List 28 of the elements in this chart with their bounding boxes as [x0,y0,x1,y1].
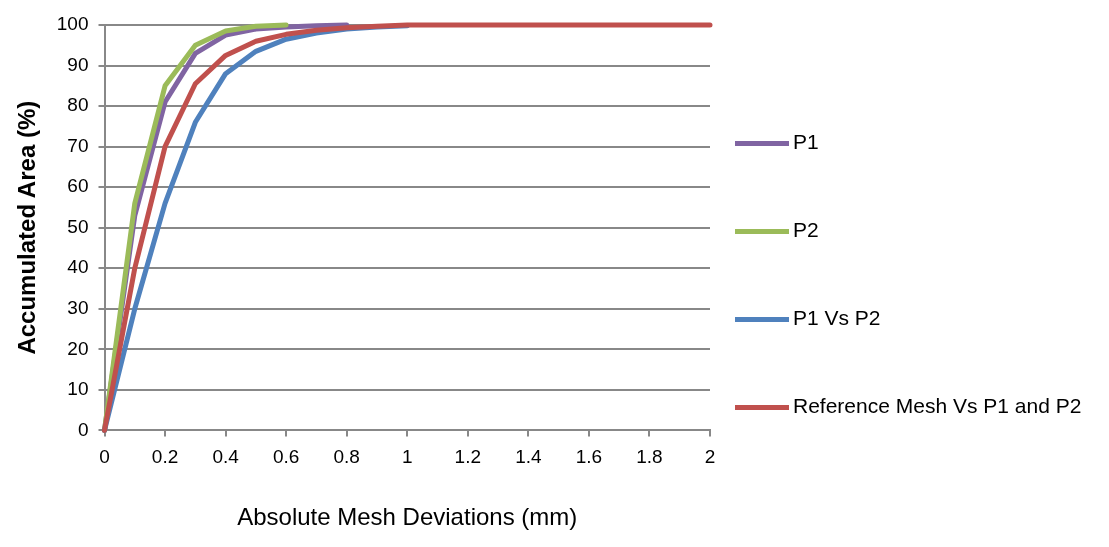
x-tick-label: 0.6 [272,446,300,468]
y-tick-label: 0 [77,418,89,440]
y-tick-label: 70 [67,134,89,156]
y-tick-label: 90 [67,53,89,75]
y-tick-label: 30 [67,297,89,319]
y-tick-label: 20 [67,337,89,359]
x-tick-label: 1.2 [454,446,482,468]
legend-label: Reference Mesh Vs P1 and P2 [793,394,1082,418]
y-tick-label: 40 [67,256,89,278]
x-tick-label: 0.4 [212,446,240,468]
x-tick-label: 0.2 [151,446,179,468]
x-tick-label: 1.6 [575,446,603,468]
x-axis-title: Absolute Mesh Deviations (mm) [237,503,578,531]
x-tick-label: 1.4 [515,446,542,468]
y-tick-label: 10 [67,378,89,400]
y-tick-label: 60 [67,175,89,197]
x-tick-label: 0 [99,446,110,468]
y-tick-label: 100 [56,13,89,35]
y-tick-label: 80 [67,94,89,116]
x-tick-label: 0.8 [333,446,360,468]
y-tick-label: 50 [67,215,89,237]
x-tick-label: 1 [401,446,413,468]
x-tick-label: 2 [704,446,716,468]
y-axis-title: Accumulated Area (%) [13,100,41,355]
legend-label: P1 [793,130,819,154]
legend-label: P1 Vs P2 [793,306,881,330]
x-tick-label: 1.8 [636,446,663,468]
legend-label: P2 [793,218,819,242]
